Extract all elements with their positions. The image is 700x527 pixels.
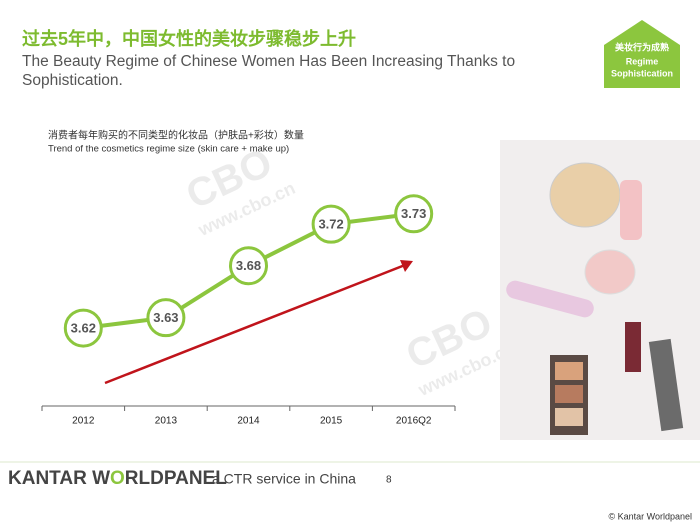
data-label: 3.73	[401, 206, 426, 221]
badge-text: Sophistication	[611, 68, 673, 78]
badge-text: 美妆行为成熟	[615, 41, 669, 52]
footer-service: a CTR service in China	[212, 471, 356, 487]
brand-o: O	[110, 468, 125, 489]
chart-subtitle: Trend of the cosmetics regime size (skin…	[48, 144, 289, 155]
x-tick-label: 2013	[155, 416, 178, 427]
brand-part: RLDPANEL	[125, 468, 227, 489]
badge-text: Regime	[626, 56, 659, 66]
photo-item	[555, 362, 583, 380]
data-label: 3.62	[71, 321, 96, 336]
data-label: 3.68	[236, 258, 261, 273]
photo-item	[584, 249, 636, 295]
subtitle-box: The Beauty Regime of Chinese Women Has B…	[22, 53, 516, 89]
slide-subtitle: The Beauty Regime of Chinese Women Has B…	[22, 53, 516, 89]
data-point	[311, 204, 351, 244]
photo-item	[625, 322, 641, 372]
x-tick-label: 2012	[72, 416, 95, 427]
badge-shape	[604, 20, 680, 88]
data-label: 3.72	[318, 217, 343, 232]
copyright: © Kantar Worldpanel	[608, 511, 692, 521]
x-tick-label: 2014	[237, 416, 260, 427]
chart-title: 消费者每年购买的不同类型的化妆品（护肤品+彩妆）数量	[48, 129, 304, 142]
footer-brand: KANTAR WORLDPANEL	[8, 468, 227, 489]
photo-item	[648, 338, 684, 432]
photo-item	[555, 408, 583, 426]
photo-item	[620, 180, 642, 240]
photo-item	[555, 385, 583, 403]
data-label: 3.63	[153, 310, 178, 325]
trend-arrowhead	[400, 260, 413, 272]
page-number: 8	[386, 475, 392, 486]
chart: 3.62 3.63 3.68 3.72 3.73 2012 2013 2014 2015 2016…	[41, 194, 456, 427]
photo-item	[506, 280, 594, 318]
photo-item	[549, 162, 621, 228]
x-tick-label: 2016Q2	[396, 416, 432, 427]
brand-part: KANTAR W	[8, 468, 110, 489]
trend-arrow	[104, 263, 406, 385]
slide-title: 过去5年中，中国女性的美妆步骤稳步上升	[22, 28, 356, 49]
photo	[500, 140, 700, 440]
data-point	[146, 298, 186, 338]
x-tick-label: 2015	[320, 416, 343, 427]
data-point	[394, 194, 434, 234]
data-point	[63, 308, 103, 348]
data-point	[229, 246, 268, 286]
